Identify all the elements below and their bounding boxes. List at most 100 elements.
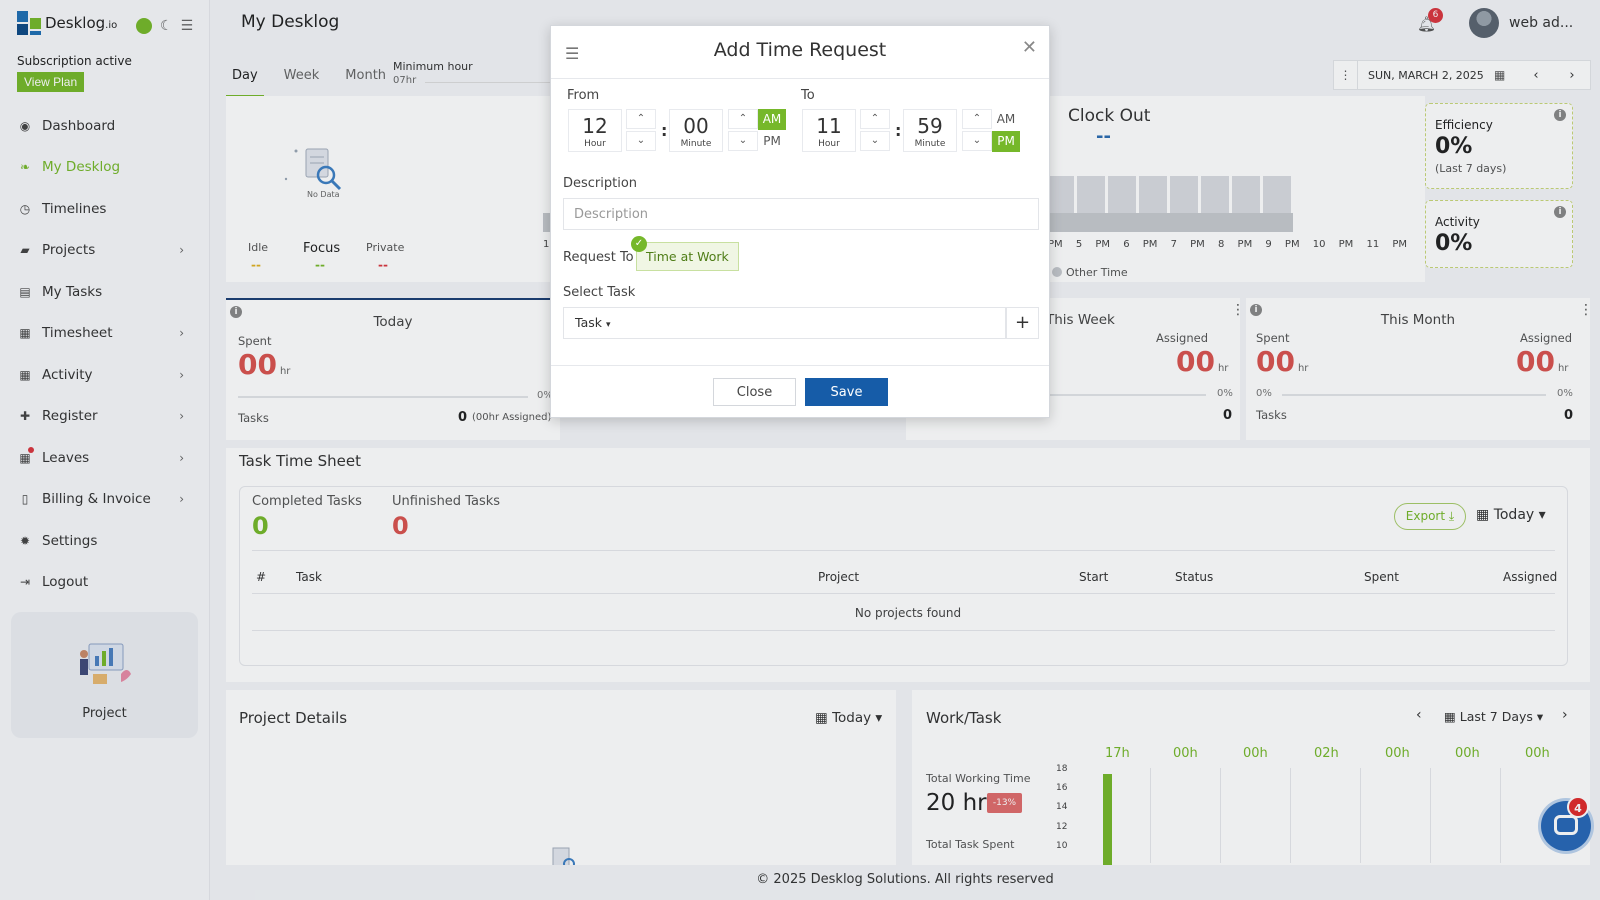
from-hour-field[interactable]: 12 Hour — [568, 109, 622, 152]
sidebar-item-projects[interactable]: ▰ Projects › — [0, 230, 210, 272]
current-date[interactable]: SUN, MARCH 2, 2025 — [1368, 68, 1484, 82]
sidebar-item-settings[interactable]: ✹ Settings — [19, 532, 98, 549]
from-pm-toggle[interactable]: PM — [763, 134, 781, 148]
add-task-button[interactable]: + — [1006, 307, 1039, 339]
to-hour-value: 11 — [816, 114, 842, 138]
kebab-icon[interactable]: ⋮ — [1579, 302, 1593, 318]
calendar-icon: ▦ — [815, 710, 828, 726]
chevron-right-icon: › — [179, 450, 184, 465]
dashboard-icon: ◉ — [19, 118, 31, 133]
sidebar-item-timesheet[interactable]: ▦ Timesheet › — [19, 325, 184, 342]
kebab-icon[interactable]: ⋮ — [1334, 61, 1358, 89]
notification-dot — [28, 447, 34, 453]
user-name[interactable]: web ad... — [1509, 15, 1574, 31]
sidebar-item-activity[interactable]: ▦ Activity › — [19, 366, 184, 383]
prev-range-button[interactable]: ‹ — [1416, 707, 1422, 723]
column-header-task: Task — [296, 570, 322, 584]
to-minute-down-button[interactable]: ⌄ — [962, 131, 992, 151]
month-assigned-label: Assigned — [1520, 331, 1573, 345]
kebab-icon[interactable]: ⋮ — [1231, 302, 1245, 318]
next-date-button[interactable]: › — [1569, 67, 1575, 83]
sidebar-nav: ◉ Dashboard ❧ My Desklog ◷ Timelines ▰ Proje… — [0, 105, 210, 603]
day-total-label: 00h — [1525, 746, 1550, 761]
to-hour-down-button[interactable]: ⌄ — [860, 131, 890, 151]
drag-handle-icon[interactable]: ☰ — [565, 44, 580, 63]
moon-icon[interactable]: ☾ — [160, 18, 173, 34]
logo-icon — [17, 11, 41, 35]
sidebar-item-billing-invoice[interactable]: ▯ Billing & Invoice › — [0, 479, 210, 521]
request-to-option[interactable]: Time at Work — [636, 242, 739, 271]
calendar-icon: ▦ — [1476, 507, 1490, 523]
sidebar-item-my-desklog[interactable]: ❧ My Desklog — [19, 159, 121, 176]
y-tick: 12 — [1056, 822, 1068, 832]
column-header-start: Start — [1079, 570, 1109, 584]
gear-icon: ✹ — [19, 533, 31, 548]
grid-line — [1220, 768, 1221, 863]
next-range-button[interactable]: › — [1562, 707, 1568, 723]
sidebar-item-register[interactable]: ✚ Register › — [19, 408, 184, 425]
from-am-toggle[interactable]: AM — [758, 109, 786, 130]
other-time-legend-dot — [1052, 267, 1062, 277]
to-hour-up-button[interactable]: ⌃ — [860, 109, 890, 129]
sidebar-item-dashboard[interactable]: ◉ Dashboard — [19, 117, 116, 134]
description-input[interactable] — [563, 198, 1039, 230]
sidebar-item-timelines[interactable]: ◷ Timelines — [19, 200, 107, 217]
to-minute-field[interactable]: 59 Minute — [903, 109, 957, 152]
project-card[interactable]: Project — [11, 612, 198, 738]
menu-collapse-icon[interactable]: ☰ — [180, 18, 194, 34]
prev-date-button[interactable]: ‹ — [1533, 67, 1539, 83]
from-minute-field[interactable]: 00 Minute — [669, 109, 723, 152]
info-icon[interactable]: i — [230, 306, 242, 318]
private-value: -- — [378, 258, 388, 272]
work-task-range-dropdown[interactable]: ▦ Last 7 Days ▾ — [1444, 709, 1544, 724]
y-tick: 14 — [1056, 802, 1068, 812]
other-time-legend: Other Time — [1066, 266, 1128, 279]
close-button[interactable]: Close — [713, 378, 796, 406]
work-bar-day-1 — [1103, 774, 1112, 869]
from-minute-down-button[interactable]: ⌄ — [728, 131, 758, 151]
from-minute-up-button[interactable]: ⌃ — [728, 109, 758, 129]
today-stat-card: i Today Spent 00 hr 0% Tasks 0 (00hr Assi… — [226, 298, 560, 440]
to-am-toggle[interactable]: AM — [996, 112, 1016, 126]
avatar[interactable] — [1469, 8, 1499, 38]
save-button[interactable]: Save — [805, 378, 888, 406]
sidebar-item-my-tasks[interactable]: ▤ My Tasks — [19, 283, 103, 300]
info-icon[interactable]: i — [1250, 304, 1262, 316]
to-pm-toggle[interactable]: PM — [992, 131, 1020, 152]
chat-icon — [1554, 815, 1578, 835]
efficiency-card: i Efficiency 0% (Last 7 days) — [1425, 103, 1573, 189]
view-plan-button[interactable]: View Plan — [17, 72, 85, 92]
to-hour-field[interactable]: 11 Hour — [802, 109, 856, 152]
project-details-range-dropdown[interactable]: ▦ Today ▾ — [815, 710, 883, 726]
task-dropdown[interactable]: Task ▾ — [563, 307, 1006, 339]
tab-month[interactable]: Month — [345, 68, 387, 83]
table-divider — [252, 593, 1555, 594]
sidebar-item-leaves[interactable]: ▦ Leaves › — [0, 437, 210, 479]
from-hour-value: 12 — [582, 114, 608, 138]
theme-light-toggle[interactable] — [136, 18, 152, 34]
today-assigned-note: (00hr Assigned) — [472, 412, 552, 423]
sidebar-item-logout[interactable]: ⇥ Logout — [19, 574, 89, 591]
export-button[interactable]: Export ⤓ — [1394, 503, 1466, 530]
chevron-right-icon: › — [179, 326, 184, 341]
tab-week[interactable]: Week — [283, 68, 320, 83]
month-pct-left: 0% — [1256, 388, 1272, 399]
task-range-dropdown[interactable]: ▦ Today ▾ — [1476, 507, 1546, 523]
calendar-icon[interactable]: ▦ — [1494, 68, 1506, 82]
day-total-label: 00h — [1385, 746, 1410, 761]
from-hour-down-button[interactable]: ⌄ — [626, 131, 656, 151]
from-hour-up-button[interactable]: ⌃ — [626, 109, 656, 129]
hour-cell — [1046, 176, 1074, 213]
page-title: My Desklog — [241, 12, 340, 32]
logo[interactable]: Desklog.io — [17, 11, 117, 35]
info-icon[interactable]: i — [1554, 206, 1566, 218]
close-icon[interactable]: ✕ — [1021, 37, 1037, 58]
to-minute-up-button[interactable]: ⌃ — [962, 109, 992, 129]
efficiency-sub: (Last 7 days) — [1435, 162, 1507, 175]
hour-cell — [1232, 176, 1260, 213]
info-icon[interactable]: i — [1554, 109, 1566, 121]
day-total-label: 00h — [1243, 746, 1268, 761]
leaf-icon: ❧ — [19, 160, 31, 175]
today-spent-label: Spent — [238, 334, 272, 348]
total-working-label: Total Working Time — [926, 772, 1031, 785]
